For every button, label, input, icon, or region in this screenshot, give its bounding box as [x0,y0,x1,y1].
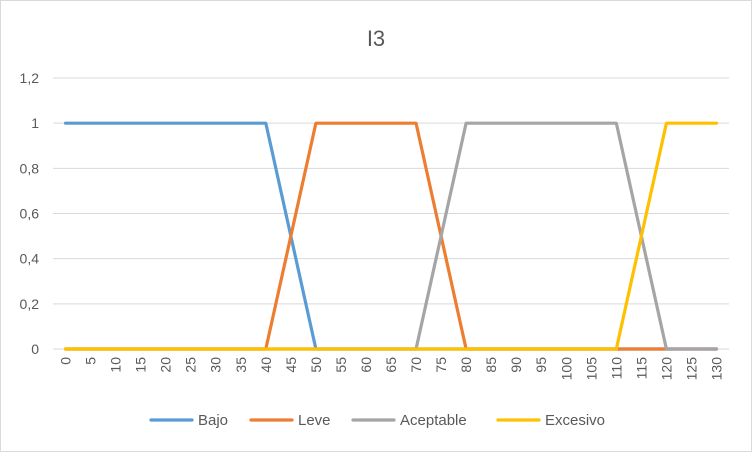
x-tick-label: 75 [433,357,449,373]
y-tick-label: 0,6 [20,206,40,222]
x-tick-label: 10 [108,357,124,373]
legend: Bajo Leve Aceptable Excesivo [149,412,605,429]
series-line-bajo [63,121,719,351]
x-axis: 0 5 10 15 20 25 30 35 40 45 50 55 60 65 70 75 80 85 90 95 10… [58,357,725,381]
legend-label: Aceptable [400,412,467,429]
legend-label: Leve [298,412,331,429]
chart-title: I3 [367,26,385,51]
x-tick-label: 115 [633,357,649,380]
x-tick-label: 40 [258,357,274,373]
y-tick-label: 1 [31,115,39,131]
x-tick-label: 95 [533,357,549,373]
x-tick-label: 0 [58,357,74,365]
legend-label: Bajo [198,412,228,429]
x-tick-label: 85 [483,357,499,373]
x-tick-label: 50 [308,357,324,373]
legend-label: Excesivo [545,412,605,429]
x-tick-label: 20 [158,357,174,373]
x-tick-label: 60 [358,357,374,373]
x-tick-label: 15 [133,357,149,373]
series-line-excesivo [63,121,719,351]
x-tick-label: 5 [83,357,99,365]
x-tick-label: 125 [683,357,699,381]
x-tick-label: 25 [183,357,199,373]
x-tick-label: 100 [558,357,574,381]
x-tick-label: 105 [583,357,599,381]
x-tick-label: 130 [708,357,724,381]
x-tick-label: 70 [408,357,424,373]
x-tick-label: 65 [383,357,399,373]
x-tick-label: 110 [608,357,624,380]
x-tick-label: 120 [658,357,674,381]
y-tick-label: 1,2 [20,70,40,86]
y-tick-label: 0,2 [20,296,40,312]
y-axis: 0 0,2 0,4 0,6 0,8 1 1,2 [20,70,40,357]
x-tick-label: 30 [208,357,224,373]
series-line-leve [63,121,719,351]
x-tick-label: 55 [333,357,349,373]
x-tick-label: 35 [233,357,249,373]
x-tick-label: 80 [458,357,474,373]
y-tick-label: 0,8 [20,160,40,176]
x-tick-label: 45 [283,357,299,373]
x-tick-label: 90 [508,357,524,373]
gridlines [53,77,729,350]
series-lines [63,121,719,351]
series-line-aceptable [63,121,719,351]
y-tick-label: 0,4 [20,251,40,267]
y-tick-label: 0 [31,341,39,357]
